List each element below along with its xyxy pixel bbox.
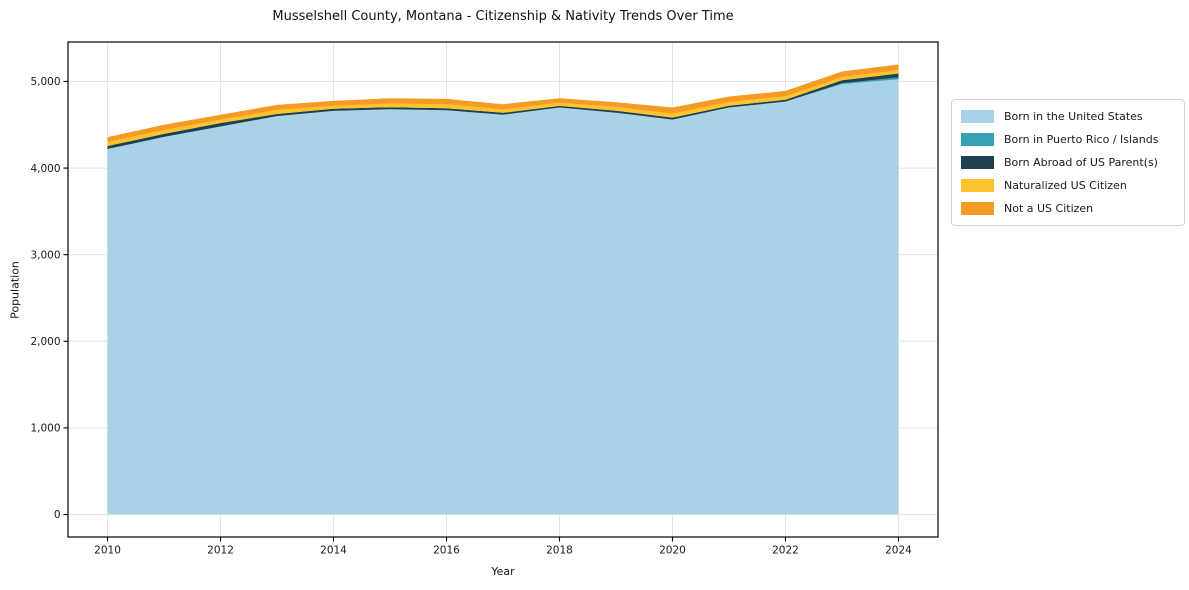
legend-label: Born in the United States bbox=[1004, 110, 1143, 123]
y-tick-label: 3,000 bbox=[30, 249, 60, 261]
x-tick-label: 2014 bbox=[320, 545, 347, 557]
y-tick-label: 1,000 bbox=[30, 423, 60, 435]
legend-item-naturalized: Naturalized US Citizen bbox=[961, 174, 1175, 197]
legend-swatch-born-us bbox=[961, 110, 994, 123]
legend-item-puerto-rico: Born in Puerto Rico / Islands bbox=[961, 128, 1175, 151]
legend-swatch-not-citizen bbox=[961, 202, 994, 215]
x-tick-label: 2012 bbox=[207, 545, 234, 557]
legend-swatch-born-abroad bbox=[961, 156, 994, 169]
y-tick-label: 4,000 bbox=[30, 163, 60, 175]
y-axis-label: Population bbox=[8, 261, 22, 319]
legend-item-born-abroad: Born Abroad of US Parent(s) bbox=[961, 151, 1175, 174]
y-tick-label: 2,000 bbox=[30, 336, 60, 348]
chart-title: Musselshell County, Montana - Citizenshi… bbox=[272, 9, 734, 24]
legend-label: Born Abroad of US Parent(s) bbox=[1004, 156, 1158, 169]
x-axis-label: Year bbox=[491, 565, 515, 578]
x-tick-label: 2016 bbox=[433, 545, 460, 557]
plot-frame bbox=[67, 41, 939, 538]
legend-label: Naturalized US Citizen bbox=[1004, 179, 1127, 192]
area-born-in-the-united-states bbox=[107, 79, 899, 515]
legend-label: Born in Puerto Rico / Islands bbox=[1004, 133, 1159, 146]
legend: Born in the United States Born in Puerto… bbox=[951, 99, 1185, 226]
x-tick-label: 2010 bbox=[94, 545, 121, 557]
x-tick-label: 2020 bbox=[659, 545, 686, 557]
legend-swatch-naturalized bbox=[961, 179, 994, 192]
legend-item-not-citizen: Not a US Citizen bbox=[961, 197, 1175, 220]
y-tick-label: 5,000 bbox=[30, 76, 60, 88]
legend-swatch-puerto-rico bbox=[961, 133, 994, 146]
x-tick-label: 2022 bbox=[772, 545, 799, 557]
x-tick-label: 2018 bbox=[546, 545, 573, 557]
x-tick-label: 2024 bbox=[885, 545, 912, 557]
legend-label: Not a US Citizen bbox=[1004, 202, 1094, 215]
legend-item-born-us: Born in the United States bbox=[961, 105, 1175, 128]
y-tick-label: 0 bbox=[54, 509, 61, 521]
